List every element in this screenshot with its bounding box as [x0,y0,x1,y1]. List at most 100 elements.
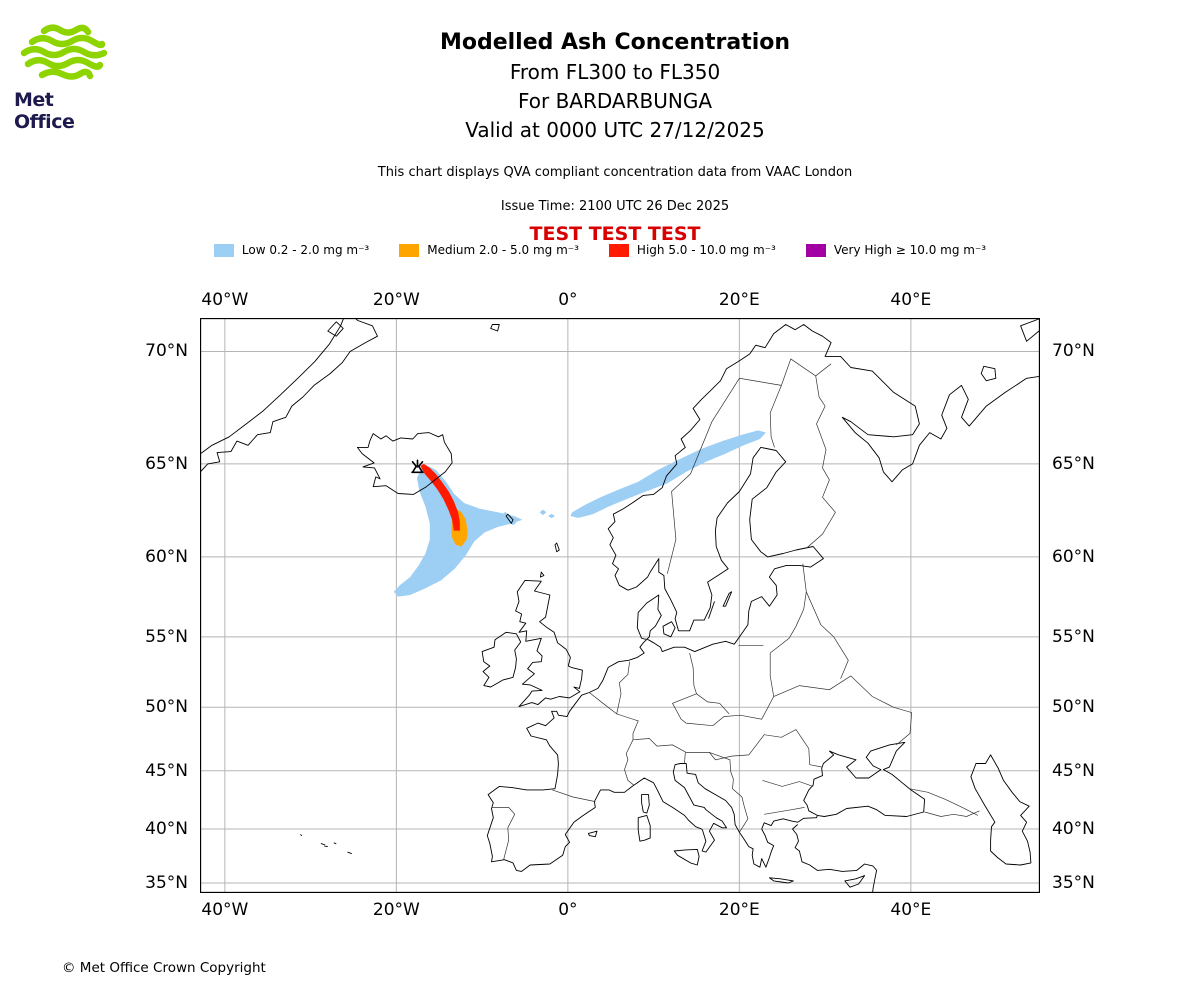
ash-plume-low [539,509,547,516]
coastline-path [708,601,715,619]
coastline-path [768,877,794,884]
border-path [666,377,782,574]
map-svg [199,317,1041,894]
y-tick-label: 60°N [1052,546,1095,567]
border-path [924,810,980,817]
x-tick-label: 20°E [718,900,760,920]
coastline-path [324,845,328,848]
y-tick-label: 60°N [145,546,188,567]
coastline-path [554,542,560,553]
coastline-path [662,621,676,638]
border-path [806,375,836,549]
logo-wave-icon [28,34,106,49]
map-frame [199,317,1041,894]
y-tick-label: 65°N [1052,453,1095,474]
border-path [762,780,814,787]
coastline-path [300,834,303,836]
border-path [764,807,805,815]
coastline-path [641,794,650,814]
legend-label: Medium 2.0 - 5.0 mg m⁻³ [427,243,579,257]
coastline-path [607,324,1040,591]
x-tick-label: 40°W [201,290,249,310]
coastline-path [637,814,651,842]
coastline-path [490,324,500,332]
legend-item-low: Low 0.2 - 2.0 mg m⁻³ [213,243,369,257]
logo-wave-icon [38,68,94,80]
logo-wave-icon [24,56,104,70]
issue-time: Issue Time: 2100 UTC 26 Dec 2025 [500,199,730,214]
x-tick-label: 20°W [372,290,420,310]
legend-item-very_high: Very High ≥ 10.0 mg m⁻³ [805,243,987,257]
coastline-path [515,579,583,708]
x-tick-label: 0° [558,900,578,920]
legend-item-high: High 5.0 - 10.0 mg m⁻³ [608,243,776,257]
legend-label: Very High ≥ 10.0 mg m⁻³ [833,243,987,257]
y-tick-label: 70°N [1052,341,1095,362]
coastline-path [1020,318,1040,342]
coastline-path [320,842,326,846]
y-tick-label: 50°N [1052,697,1095,718]
y-tick-label: 55°N [1052,626,1095,647]
coastline-path [486,446,926,872]
x-tick-label: 40°W [201,900,249,920]
border-path [552,789,596,802]
legend-label: High 5.0 - 10.0 mg m⁻³ [636,243,776,257]
legend-swatch-high [608,243,629,257]
border-path [616,661,639,740]
x-tick-label: 40°E [890,900,932,920]
volcano-subtitle: For BARDARBUNGA [517,89,713,113]
border-path [632,729,811,765]
coastline-path [970,754,1032,866]
y-tick-label: 50°N [145,697,188,718]
ash-plume-high [420,463,460,531]
ash-plume-low [548,513,555,519]
coastlines [200,318,1040,893]
coastline-path [792,824,878,893]
border-path [684,752,686,764]
valid-time-subtitle: Valid at 0000 UTC 27/12/2025 [465,118,765,142]
logo-wave-icon [40,24,92,36]
border-path [809,764,823,768]
concentration-legend: Low 0.2 - 2.0 mg m⁻³ Medium 2.0 - 5.0 mg … [0,243,1200,257]
y-tick-label: 45°N [145,760,188,781]
y-tick-label: 35°N [145,873,188,893]
border-path [709,752,749,833]
test-banner: TEST TEST TEST [529,223,701,245]
y-tick-label: 35°N [1052,873,1095,893]
border-path [641,637,649,641]
coastline-path [980,365,997,382]
coastline-path [327,321,344,337]
flight-level-subtitle: From FL300 to FL350 [509,60,721,84]
country-borders [491,358,980,860]
logo-wave-icon [20,45,108,59]
y-tick-label: 40°N [145,818,188,839]
border-path [781,358,832,386]
x-tick-label: 0° [558,290,578,310]
x-tick-label: 20°W [372,900,420,920]
y-tick-label: 55°N [145,626,188,647]
met-office-logo-graphic [20,24,108,80]
map-area: 40°W 40°W 20°W 20°W 0° 0° 20°E 20°E 40°E 40°E 70°N… [145,290,1095,920]
graticule [200,318,1040,893]
coastline-path [333,842,337,845]
border-path [491,807,516,860]
border-path [769,385,782,448]
coastline-path [539,571,545,578]
border-path [769,563,807,697]
y-tick-label: 45°N [1052,760,1095,781]
page-title: Modelled Ash Concentration [439,30,791,55]
legend-swatch-low [213,243,234,257]
coastline-path [505,513,514,524]
coastline-path [347,851,352,855]
qva-compliance-note: This chart displays QVA compliant concen… [377,165,853,180]
coastline-path [673,848,700,866]
y-tick-label: 40°N [1052,818,1095,839]
x-tick-label: 40°E [890,290,932,310]
coastline-path [587,830,598,838]
legend-swatch-very_high [805,243,826,257]
coastline-path [200,318,378,473]
x-tick-label: 20°E [718,290,760,310]
ash-plumes [393,430,766,597]
coastline-path [200,318,345,455]
coastline-path [356,432,453,495]
